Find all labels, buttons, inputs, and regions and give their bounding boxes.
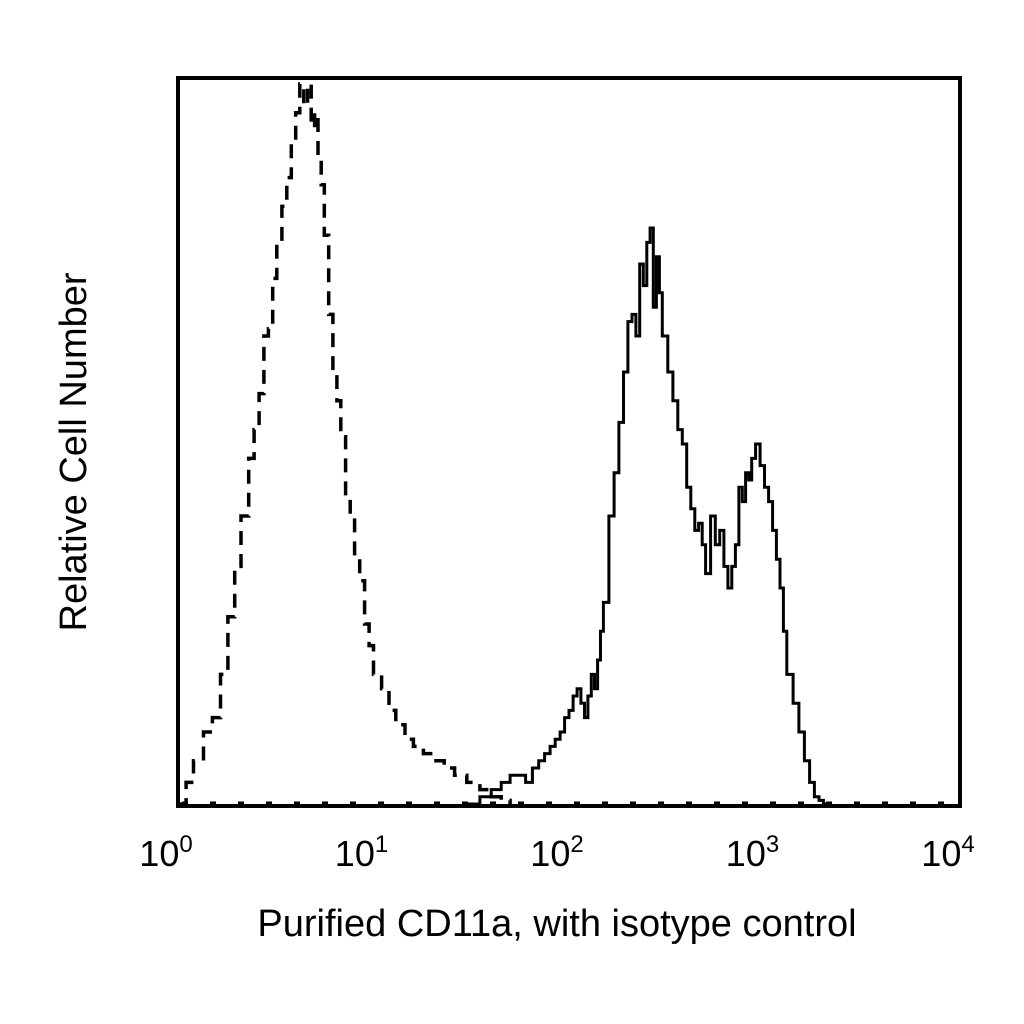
isotype-control-histogram [178, 82, 512, 806]
x-tick-label: 103 [726, 831, 779, 874]
series-layer [178, 82, 956, 806]
x-tick-label: 100 [139, 831, 192, 874]
x-tick-label: 104 [921, 831, 974, 874]
y-axis-title: Relative Cell Number [53, 272, 95, 631]
x-tick-label: 101 [335, 831, 388, 874]
x-axis-title: Purified CD11a, with isotype control [257, 903, 856, 945]
x-tick-labels: 100 101 102 103 104 [139, 831, 974, 874]
plot-frame [176, 76, 962, 808]
x-tick-label: 102 [530, 831, 583, 874]
cd11a-histogram [466, 226, 832, 806]
